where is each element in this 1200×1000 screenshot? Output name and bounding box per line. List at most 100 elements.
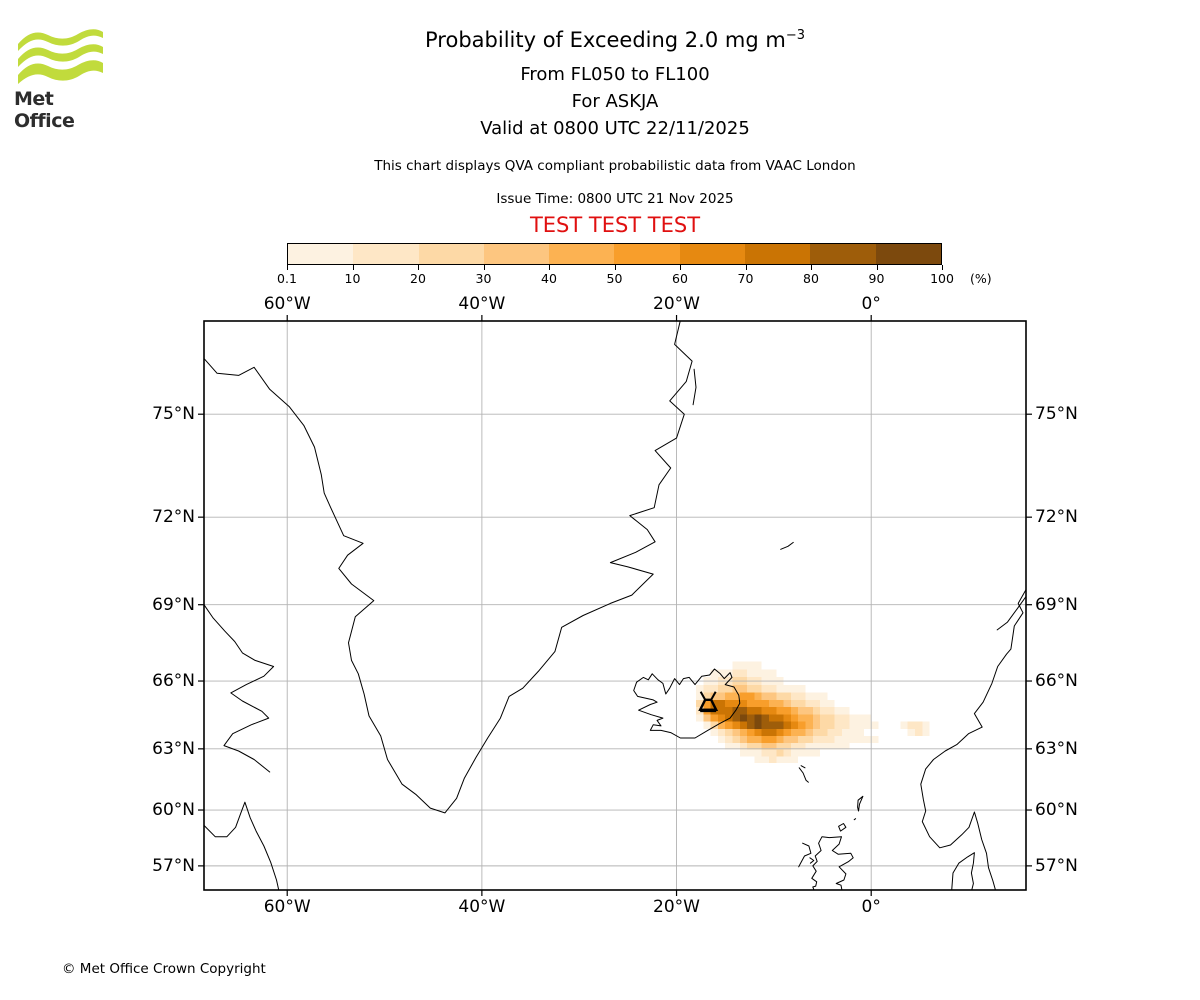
coastline: [204, 604, 275, 773]
ash-probability-cell: [783, 742, 791, 750]
ash-probability-cell: [703, 714, 711, 722]
ash-probability-cell: [827, 714, 835, 722]
ash-probability-cell: [696, 692, 704, 700]
ash-probability-cell: [842, 714, 850, 722]
ash-probability-cell: [790, 742, 799, 750]
lat-label-right: 69°N: [1035, 594, 1078, 615]
ash-probability-cell: [783, 714, 791, 722]
ash-probability-cell: [783, 684, 791, 693]
ash-probability-cell: [812, 749, 821, 757]
ash-probability-cell: [922, 728, 930, 736]
ash-probability-cell: [776, 756, 784, 764]
ash-probability-cell: [834, 742, 842, 750]
ash-probability-cell: [798, 699, 806, 708]
ash-probability-cell: [696, 699, 704, 708]
ash-probability-cell: [827, 742, 835, 750]
lon-label-bottom: 60°W: [263, 897, 311, 917]
ash-probability-cell: [849, 721, 857, 729]
colorbar-tick: [418, 265, 420, 270]
ash-probability-cell: [798, 742, 806, 750]
ash-probability-cell: [769, 728, 777, 736]
colorbar-tick-label: 10: [344, 271, 361, 286]
coastline: [204, 321, 693, 814]
ash-probability-cell: [732, 669, 740, 678]
ash-probability-cell: [820, 742, 828, 750]
ash-probability-cell: [754, 728, 762, 736]
colorbar-tick: [745, 265, 747, 270]
ash-probability-cell: [812, 721, 821, 729]
ash-probability-cell: [790, 721, 799, 729]
ash-probability-cell: [725, 742, 733, 750]
lon-label-bottom: 40°W: [458, 897, 506, 917]
ash-probability-cell: [783, 735, 791, 743]
ash-probability-cell: [856, 735, 864, 743]
coastline: [204, 801, 280, 890]
ash-probability-cell: [747, 699, 755, 708]
ash-probability-cell: [790, 749, 799, 757]
ash-probability-cell: [827, 699, 835, 708]
coastline: [800, 765, 806, 769]
ash-probability-cell: [717, 728, 726, 736]
title-block: Probability of Exceeding 2.0 mg m−3 From…: [204, 28, 1026, 142]
ash-probability-cell: [717, 721, 726, 729]
ash-probability-cell: [798, 749, 806, 757]
colorbar-segment: [418, 244, 484, 264]
ash-probability-cell: [812, 742, 821, 750]
ash-probability-cell: [776, 721, 784, 729]
ash-probability-cell: [834, 707, 842, 715]
ash-probability-cell: [812, 735, 821, 743]
ash-probability-cell: [754, 742, 762, 750]
ash-probability-cell: [739, 684, 748, 693]
ash-probability-cell: [747, 714, 755, 722]
lon-label-top: 40°W: [458, 294, 506, 314]
ash-probability-cell: [747, 749, 755, 757]
ash-probability-cell: [805, 707, 813, 715]
ash-probability-cell: [769, 735, 777, 743]
ash-probability-cell: [907, 721, 915, 729]
ash-probability-cell: [798, 735, 806, 743]
page-title-text: Probability of Exceeding 2.0 mg m: [425, 28, 786, 52]
ash-probability-cell: [761, 756, 769, 764]
ash-probability-cell: [805, 721, 813, 729]
ash-probability-cell: [761, 728, 769, 736]
lat-label-left: 72°N: [152, 507, 195, 528]
ash-probability-cell: [805, 692, 813, 700]
ash-probability-cell: [732, 684, 740, 693]
ash-probability-cell: [849, 735, 857, 743]
colorbar-tick: [549, 265, 551, 270]
ash-probability-cell: [820, 735, 828, 743]
ash-probability-cell: [849, 714, 857, 722]
ash-probability-cell: [783, 721, 791, 729]
ash-probability-cell: [739, 735, 748, 743]
ash-probability-cell: [827, 707, 835, 715]
lon-label-top: 0°: [861, 294, 881, 314]
ash-probability-cell: [915, 721, 923, 729]
ash-probability-cell: [739, 742, 748, 750]
ash-probability-cell: [747, 692, 755, 700]
logo-wave-3: [18, 60, 103, 84]
ash-probability-cell: [798, 707, 806, 715]
ash-probability-cell: [812, 692, 821, 700]
ash-probability-cell: [732, 714, 740, 722]
ash-probability-cell: [790, 756, 799, 764]
ash-probability-cell: [761, 714, 769, 722]
ash-probability-cell: [725, 721, 733, 729]
colorbar-segment: [875, 244, 941, 264]
ash-probability-cell: [776, 728, 784, 736]
ash-probability-cell: [754, 669, 762, 678]
ash-probability-cell: [725, 728, 733, 736]
ash-probability-cell: [856, 714, 864, 722]
valid-time-subtitle: Valid at 0800 UTC 22/11/2025: [480, 118, 750, 139]
ash-probability-cell: [776, 707, 784, 715]
colorbar-segment: [745, 244, 811, 264]
ash-probability-cell: [820, 699, 828, 708]
ash-probability-cell: [863, 714, 872, 722]
ash-probability-cell: [761, 707, 769, 715]
ash-probability-cell: [842, 735, 850, 743]
logo-wave-2: [18, 44, 103, 67]
ash-probability-cell: [790, 728, 799, 736]
colorbar-tick-label: 80: [803, 271, 819, 286]
ash-probability-cell: [812, 699, 821, 708]
ash-probability-cell: [820, 721, 828, 729]
